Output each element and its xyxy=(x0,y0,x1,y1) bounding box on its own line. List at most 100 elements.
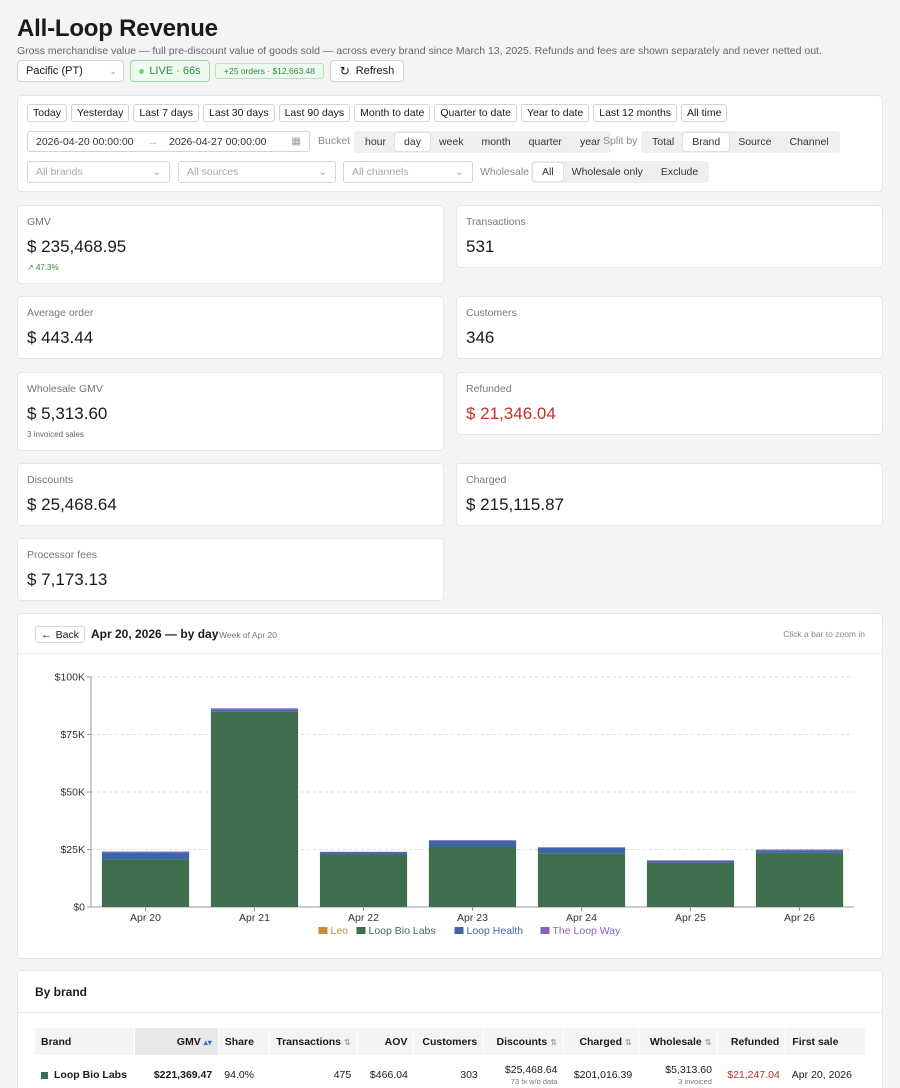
cell-wholesale-value: $5,313.60 xyxy=(665,1064,712,1076)
bar-segment[interactable] xyxy=(646,862,735,907)
preset-all-time[interactable]: All time xyxy=(681,104,728,122)
bar-segment[interactable] xyxy=(428,846,517,907)
date-range-picker[interactable]: 2026-04-20 00:00:00 → 2026-04-27 00:00:0… xyxy=(27,131,310,152)
split-source[interactable]: Source xyxy=(738,136,772,148)
cell-brand: Loop Bio Labs xyxy=(35,1055,135,1088)
bar-segment[interactable] xyxy=(646,861,735,863)
preset-yesterday[interactable]: Yesterday xyxy=(71,104,130,122)
preset-last-30-days[interactable]: Last 30 days xyxy=(203,104,275,122)
bar-segment[interactable] xyxy=(319,854,408,907)
col-transactions[interactable]: Transactions ⇅ xyxy=(269,1028,358,1055)
transactions-label: Transactions xyxy=(466,216,526,228)
legend-label[interactable]: Loop Health xyxy=(467,925,524,937)
split-brand[interactable]: Brand xyxy=(683,133,730,151)
bucket-day[interactable]: day xyxy=(395,133,430,151)
bar-segment[interactable] xyxy=(646,860,735,861)
bucket-quarter[interactable]: quarter xyxy=(528,136,562,148)
back-label: Back xyxy=(55,628,79,641)
col-gmv[interactable]: GMV ▴▾ xyxy=(134,1028,219,1055)
wholesale-all[interactable]: All xyxy=(533,163,563,181)
customers-label: Customers xyxy=(466,307,517,319)
processor-fees-value: $ 7,173.13 xyxy=(27,570,108,589)
wholesale-only[interactable]: Wholesale only xyxy=(571,166,643,178)
calendar-icon[interactable]: ▦ xyxy=(291,136,301,147)
refunded-label: Refunded xyxy=(466,383,512,395)
split-channel[interactable]: Channel xyxy=(789,136,829,148)
bar-segment[interactable] xyxy=(101,852,190,860)
bar-segment[interactable] xyxy=(537,853,626,907)
x-tick-label: Apr 24 xyxy=(566,912,597,924)
col-wholesale-label: Wholesale xyxy=(649,1035,702,1048)
cell-discounts-note: 73 tx w/o data xyxy=(510,1077,558,1086)
split-segmented: Total Brand Source Channel xyxy=(641,131,840,153)
bar-segment[interactable] xyxy=(428,840,517,841)
refresh-button[interactable]: ↻ Refresh xyxy=(330,60,404,82)
col-refunded[interactable]: Refunded xyxy=(717,1028,787,1055)
charged-value: $ 215,115.87 xyxy=(466,495,564,514)
legend-label[interactable]: Leo xyxy=(331,925,349,937)
live-toggle[interactable]: LIVE · 66s xyxy=(130,60,210,82)
date-from[interactable]: 2026-04-20 00:00:00 xyxy=(36,135,134,148)
preset-month-to-date[interactable]: Month to date xyxy=(354,104,431,122)
processor-fees-label: Processor fees xyxy=(27,549,98,561)
bar-segment[interactable] xyxy=(755,850,844,853)
channels-select[interactable]: All channels ⌄ xyxy=(343,161,473,183)
brands-select[interactable]: All brands ⌄ xyxy=(27,161,170,183)
y-tick-label: $0 xyxy=(73,902,85,914)
discounts-card: Discounts $ 25,468.64 xyxy=(17,463,444,526)
bar-segment[interactable] xyxy=(537,847,626,854)
col-share[interactable]: Share xyxy=(218,1028,271,1055)
timezone-select[interactable]: Pacific (PT) ⌄ xyxy=(17,60,124,82)
col-discounts[interactable]: Discounts ⇅ xyxy=(483,1028,564,1055)
bar-segment[interactable] xyxy=(101,859,190,907)
legend-label[interactable]: The Loop Way xyxy=(553,925,622,937)
preset-last-7-days[interactable]: Last 7 days xyxy=(133,104,200,122)
preset-last-12-months[interactable]: Last 12 months xyxy=(593,104,678,122)
wholesale-gmv-label: Wholesale GMV xyxy=(27,383,103,395)
sort-icon: ⇅ xyxy=(625,1037,632,1047)
sources-select[interactable]: All sources ⌄ xyxy=(178,161,336,183)
bar-segment[interactable] xyxy=(319,852,408,855)
bar-segment[interactable] xyxy=(210,708,299,710)
bucket-month[interactable]: month xyxy=(481,136,511,148)
col-discounts-label: Discounts xyxy=(496,1035,548,1048)
preset-last-90-days[interactable]: Last 90 days xyxy=(278,104,351,122)
preset-year-to-date[interactable]: Year to date xyxy=(520,104,590,122)
bar-segment[interactable] xyxy=(101,851,190,853)
col-brand[interactable]: Brand xyxy=(35,1028,136,1055)
chart-title: Apr 20, 2026 — by day xyxy=(91,627,219,641)
bucket-week[interactable]: week xyxy=(438,136,464,148)
live-label: LIVE · 66s xyxy=(149,65,201,77)
bucket-year[interactable]: year xyxy=(579,136,601,148)
col-first-sale[interactable]: First sale xyxy=(785,1028,866,1055)
legend-label[interactable]: Loop Bio Labs xyxy=(369,925,436,937)
chart-header: ← Back Apr 20, 2026 — by day Week of Apr… xyxy=(18,614,882,654)
preset-quarter-to-date[interactable]: Quarter to date xyxy=(434,104,517,122)
preset-today[interactable]: Today xyxy=(27,104,68,122)
cell-discounts: $25,468.64 73 tx w/o data xyxy=(484,1055,564,1088)
col-aov[interactable]: AOV xyxy=(357,1028,415,1055)
col-customers[interactable]: Customers xyxy=(413,1028,485,1055)
avg-order-label: Average order xyxy=(27,307,94,319)
bucket-hour[interactable]: hour xyxy=(365,136,387,148)
new-orders-badge[interactable]: +25 orders · $12,663.48 xyxy=(215,63,324,79)
gmv-delta: ↗ 47.3% xyxy=(27,263,59,272)
bar-segment[interactable] xyxy=(755,849,844,851)
cell-transactions: 475 xyxy=(333,1069,352,1081)
col-charged[interactable]: Charged ⇅ xyxy=(563,1028,639,1055)
wholesale-exclude[interactable]: Exclude xyxy=(660,166,699,178)
bar-segment[interactable] xyxy=(210,709,299,712)
sort-icon: ⇅ xyxy=(550,1037,557,1047)
revenue-chart[interactable]: $0 $25K $50K $75K $100K Apr 20 Apr 21 Apr 22 Apr… xyxy=(18,659,882,959)
bar-segment[interactable] xyxy=(210,711,299,907)
bar-segment[interactable] xyxy=(755,852,844,907)
table-row[interactable]: Loop Bio Labs $221,369.47 94.0% 475 $466… xyxy=(35,1055,866,1088)
back-button[interactable]: ← Back xyxy=(35,626,85,643)
x-tick-label: Apr 25 xyxy=(675,912,706,924)
date-to[interactable]: 2026-04-27 00:00:00 xyxy=(169,135,267,148)
col-wholesale[interactable]: Wholesale ⇅ xyxy=(638,1028,719,1055)
bar-segment[interactable] xyxy=(319,851,408,853)
split-total[interactable]: Total xyxy=(652,136,675,148)
bar-segment[interactable] xyxy=(428,840,517,847)
channels-placeholder: All channels xyxy=(352,166,409,178)
